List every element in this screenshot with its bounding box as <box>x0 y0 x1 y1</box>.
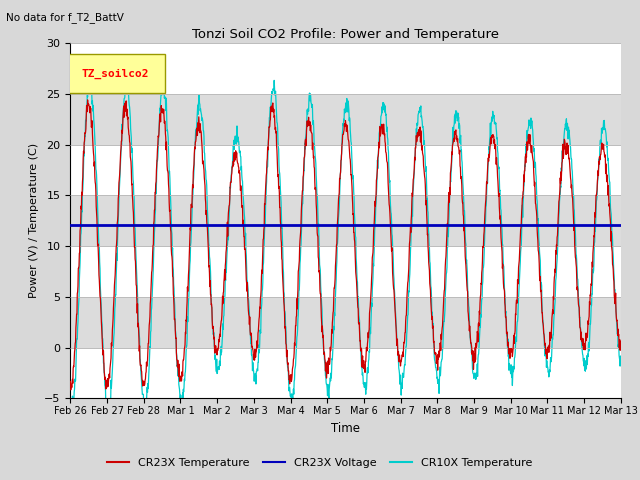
Legend: CR23X Temperature, CR23X Voltage, CR10X Temperature: CR23X Temperature, CR23X Voltage, CR10X … <box>103 453 537 472</box>
Bar <box>70 297 621 348</box>
X-axis label: Time: Time <box>331 421 360 434</box>
Text: No data for f_T2_BattV: No data for f_T2_BattV <box>6 12 124 23</box>
Bar <box>70 195 621 246</box>
Bar <box>70 43 621 94</box>
Text: TZ_soilco2: TZ_soilco2 <box>82 68 149 79</box>
Bar <box>70 94 621 144</box>
FancyBboxPatch shape <box>66 54 165 93</box>
Title: Tonzi Soil CO2 Profile: Power and Temperature: Tonzi Soil CO2 Profile: Power and Temper… <box>192 28 499 41</box>
Bar <box>70 348 621 398</box>
Y-axis label: Power (V) / Temperature (C): Power (V) / Temperature (C) <box>29 143 39 299</box>
Bar <box>70 144 621 195</box>
Bar <box>70 246 621 297</box>
